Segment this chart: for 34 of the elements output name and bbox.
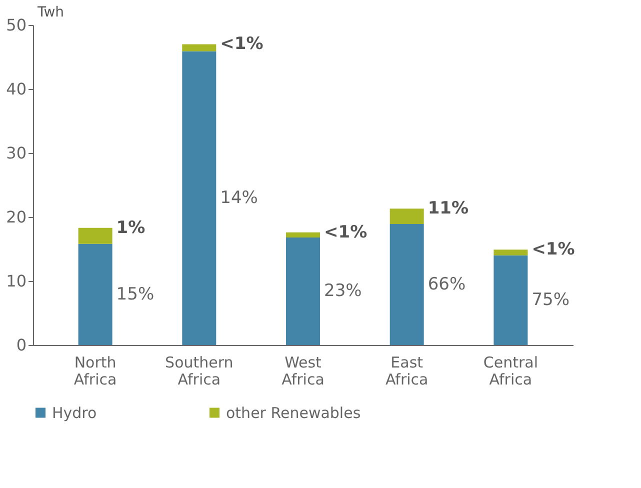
x-tick-label: North Africa bbox=[74, 354, 117, 388]
annotation: 15% bbox=[116, 284, 154, 304]
y-tick-label: 50 bbox=[6, 16, 26, 34]
bar bbox=[494, 250, 528, 256]
legend-label: Hydro bbox=[52, 404, 97, 422]
annotation: <1% bbox=[324, 222, 368, 242]
bar bbox=[390, 208, 424, 224]
annotation: 75% bbox=[532, 290, 570, 310]
bar bbox=[494, 255, 528, 345]
bar bbox=[390, 224, 424, 345]
x-tick-label: East Africa bbox=[385, 354, 428, 388]
y-tick-label: 10 bbox=[6, 272, 26, 290]
y-tick-label: 20 bbox=[6, 208, 26, 226]
annotation: <1% bbox=[532, 240, 575, 260]
annotation: <1% bbox=[220, 34, 264, 54]
y-axis-title: Twh bbox=[36, 4, 64, 20]
legend-label: other Renewables bbox=[226, 404, 361, 422]
bar bbox=[182, 44, 216, 52]
bar bbox=[182, 51, 216, 345]
x-tick-label: Southern Africa bbox=[165, 354, 234, 388]
x-tick-label: West Africa bbox=[282, 354, 324, 388]
y-tick-label: 40 bbox=[6, 80, 26, 98]
annotation: 11% bbox=[428, 198, 469, 219]
annotation: 1% bbox=[116, 218, 146, 238]
bar bbox=[78, 228, 112, 244]
bar bbox=[78, 244, 112, 345]
bar bbox=[286, 237, 320, 345]
x-tick-label: Central Africa bbox=[483, 354, 538, 388]
annotation: 23% bbox=[324, 281, 362, 302]
y-tick-label: 30 bbox=[6, 144, 26, 162]
annotation: 66% bbox=[428, 274, 466, 295]
bar bbox=[286, 232, 320, 238]
annotation: 14% bbox=[220, 188, 258, 208]
y-tick-label: 0 bbox=[16, 336, 26, 354]
